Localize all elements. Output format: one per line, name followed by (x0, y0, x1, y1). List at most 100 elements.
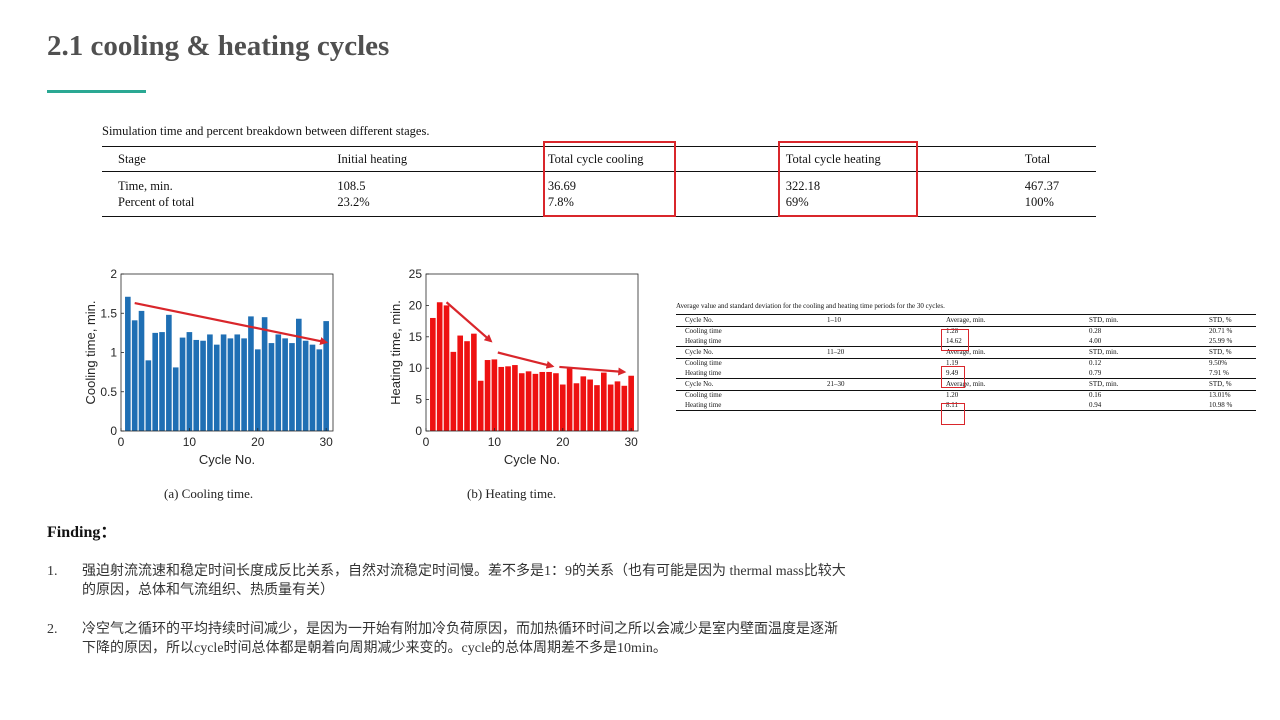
heating-time-chart-svg: 0 10 20 30 0 5 10 15 20 25 Cycle No. Heating time, … (388, 267, 639, 467)
table-cell: Heating time (685, 336, 722, 345)
table-cell: 36.69 (547, 178, 576, 193)
table-cell: 11–20 (827, 346, 946, 359)
table-cell: 10.98 % (1209, 400, 1256, 411)
table-row: Heating time 9.49 0.79 7.91 % (676, 369, 1256, 379)
finding-text: 冷空气之循环的平均持续时间减少，是因为一开始有附加冷负荷原因，而加热循环时间之所… (82, 622, 838, 656)
table-cell: 0.94 (1089, 400, 1209, 411)
table-row: Cooling time 1.19 0.12 9.50% (676, 359, 1256, 369)
bar (512, 365, 518, 431)
bar (525, 371, 532, 431)
finding-text: 强迫射流流速和稳定时间长度成反比关系，自然对流稳定时间慢。差不多是1：9的关系（… (82, 564, 846, 598)
bar (491, 359, 498, 431)
y-tick-label: 0 (110, 424, 117, 438)
x-axis-label: Cycle No. (199, 452, 255, 467)
table-cell: 100% (1024, 194, 1096, 217)
table-cell: 467.37 (1024, 178, 1060, 193)
table-cell: Time, min. (118, 178, 173, 193)
bar (138, 310, 145, 431)
col-header-total: Total (1024, 146, 1096, 172)
bar (443, 305, 450, 431)
bar (546, 371, 552, 431)
table-cell: STD, % (1209, 346, 1256, 359)
col-header-total-cycle-heating: Total cycle heating (785, 146, 1025, 172)
col-header-initial-heating: Initial heating (337, 146, 548, 172)
bar (125, 296, 131, 431)
bar (532, 373, 539, 431)
bar (628, 375, 634, 431)
table-cell: Average, min. (946, 346, 1089, 359)
table-cell: STD, % (1209, 378, 1256, 391)
table-row: Heating time 14.62 4.00 25.99 % (676, 337, 1256, 347)
bar (471, 333, 477, 431)
table-header-row: Cycle No. 1–10 Average, min. STD, min. S… (676, 314, 1256, 327)
table-cell: Heating time (685, 368, 722, 377)
table-cell: Average, min. (946, 378, 1089, 391)
bar (309, 344, 316, 431)
table-cell: 25.99 % (1209, 336, 1233, 345)
trend-arrow (134, 301, 329, 346)
bar (152, 332, 158, 431)
table-cell (827, 359, 946, 369)
bar (566, 368, 573, 431)
y-tick-label: 25 (409, 267, 423, 281)
simulation-time-table: Stage Initial heating Total cycle coolin… (102, 146, 1096, 217)
average-std-table: Cycle No. 1–10 Average, min. STD, min. S… (676, 314, 1256, 411)
table-cell: 1–10 (827, 314, 946, 327)
bar (559, 384, 566, 431)
highlight-box-avg-11-20 (941, 366, 965, 388)
x-tick-label: 30 (319, 435, 333, 449)
x-tick-label: 0 (423, 435, 430, 449)
bar (275, 334, 282, 431)
table-cell: 1.20 (946, 391, 959, 399)
table-cell: Cooling time (685, 359, 722, 367)
bar (323, 321, 329, 431)
table-header-row: Stage Initial heating Total cycle coolin… (102, 146, 1096, 172)
bar (505, 366, 511, 431)
x-tick-label: 10 (183, 435, 197, 449)
bar (234, 334, 241, 431)
trend-arrow (559, 365, 627, 376)
table-cell: STD, min. (1089, 314, 1209, 327)
title-underline (47, 90, 146, 93)
bar (621, 385, 628, 431)
bar (587, 379, 593, 431)
table-cell: STD, min. (1089, 346, 1209, 359)
bar (484, 360, 491, 431)
bar (498, 366, 505, 431)
table-cell (827, 400, 946, 411)
table-cell: 23.2% (337, 194, 548, 217)
table-cell: 13.01% (1209, 391, 1231, 399)
x-axis-label: Cycle No. (504, 452, 560, 467)
table-cell: 4.00 (1089, 336, 1102, 345)
table-cell (827, 391, 946, 401)
bar (241, 338, 247, 431)
table-cell: Average, min. (946, 314, 1089, 327)
table-cell: 1.19 (946, 359, 959, 367)
y-axis-label: Heating time, min. (388, 300, 403, 405)
y-tick-label: 5 (415, 393, 422, 407)
bar (464, 341, 470, 431)
bar (539, 371, 546, 431)
table-cell: STD, % (1209, 314, 1256, 327)
bar (220, 334, 227, 431)
table-cell: 108.5 (337, 178, 366, 193)
bar (166, 314, 172, 431)
highlight-box-cooling-column (543, 141, 676, 217)
table-cell: 0.28 (1089, 327, 1102, 335)
bar (450, 351, 457, 431)
bar (200, 340, 206, 431)
y-tick-label: 1.5 (100, 306, 117, 320)
table-cell: 14.62 (946, 336, 962, 345)
table-cell: 7.91 % (1209, 368, 1229, 377)
bar (594, 385, 600, 431)
trend-arrow (445, 301, 493, 343)
y-tick-label: 15 (409, 330, 423, 344)
bar (601, 372, 607, 431)
table-cell: 9.50% (1209, 359, 1228, 367)
avg-table-caption: Average value and standard deviation for… (676, 302, 945, 310)
bar (207, 334, 213, 431)
bar (145, 360, 152, 431)
highlight-box-heating-column (778, 141, 918, 217)
x-tick-label: 20 (251, 435, 265, 449)
table-cell: Cooling time (685, 391, 722, 399)
